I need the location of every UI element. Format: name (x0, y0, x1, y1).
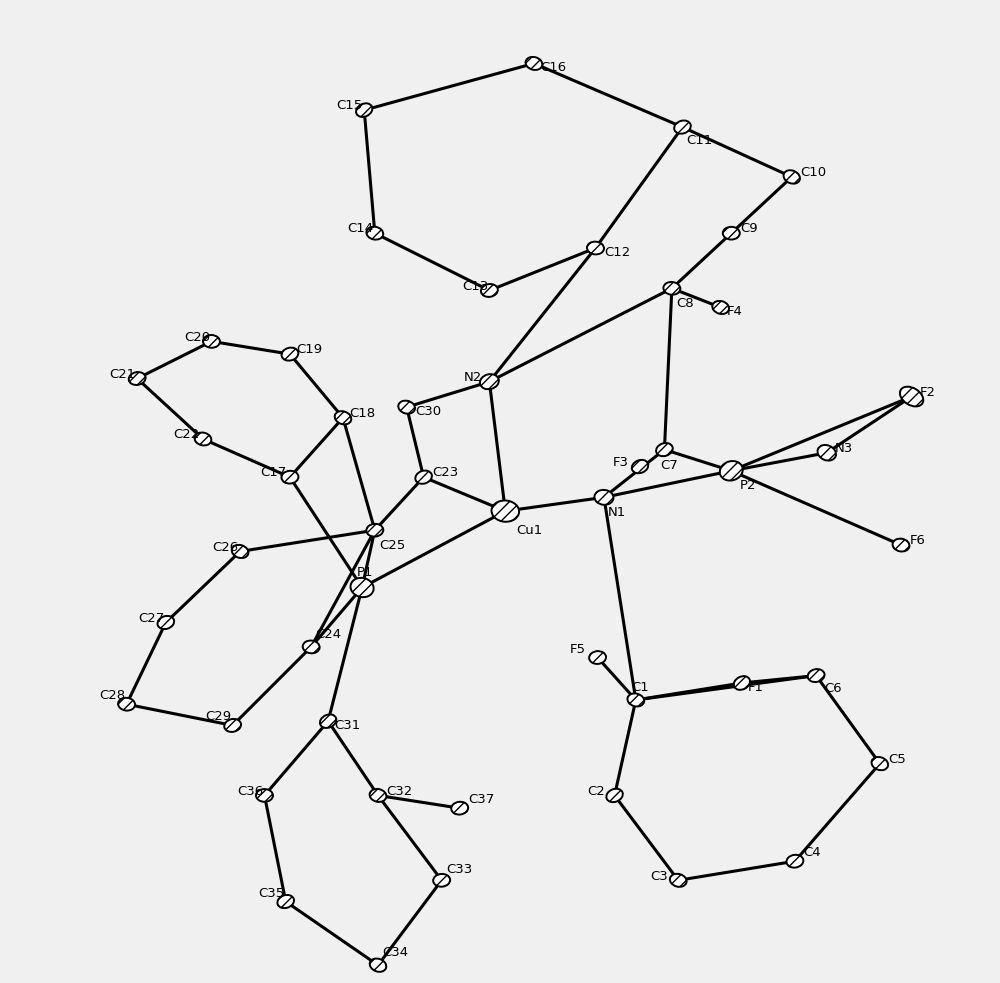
Text: C36: C36 (237, 784, 263, 797)
Text: C19: C19 (296, 343, 322, 357)
Text: C18: C18 (349, 407, 375, 420)
Text: F2: F2 (920, 385, 936, 399)
Ellipse shape (606, 788, 623, 802)
Text: C29: C29 (205, 711, 231, 723)
Text: C35: C35 (258, 887, 284, 899)
Ellipse shape (808, 669, 825, 682)
Text: C25: C25 (379, 539, 405, 551)
Text: P2: P2 (740, 479, 756, 492)
Text: C11: C11 (687, 135, 713, 147)
Ellipse shape (370, 958, 386, 972)
Text: C28: C28 (99, 689, 125, 702)
Text: F6: F6 (909, 535, 925, 548)
Ellipse shape (712, 301, 729, 314)
Ellipse shape (872, 757, 888, 771)
Ellipse shape (674, 121, 691, 134)
Ellipse shape (195, 433, 211, 445)
Ellipse shape (320, 715, 336, 728)
Text: C3: C3 (651, 870, 668, 883)
Ellipse shape (481, 284, 498, 297)
Text: C4: C4 (803, 846, 821, 859)
Ellipse shape (818, 445, 836, 461)
Text: C24: C24 (315, 628, 342, 641)
Text: C14: C14 (347, 222, 373, 236)
Ellipse shape (370, 789, 386, 802)
Ellipse shape (720, 461, 743, 481)
Ellipse shape (281, 471, 298, 484)
Text: C6: C6 (825, 682, 842, 695)
Ellipse shape (303, 641, 320, 654)
Ellipse shape (129, 373, 146, 385)
Text: C7: C7 (660, 459, 678, 472)
Ellipse shape (594, 490, 613, 505)
Ellipse shape (415, 471, 432, 484)
Ellipse shape (587, 242, 604, 255)
Ellipse shape (723, 227, 740, 240)
Ellipse shape (786, 855, 803, 868)
Text: C1: C1 (632, 681, 649, 694)
Text: C34: C34 (382, 946, 408, 959)
Text: F4: F4 (727, 305, 743, 318)
Ellipse shape (224, 719, 241, 732)
Ellipse shape (670, 874, 687, 887)
Text: C16: C16 (540, 61, 566, 74)
Text: C32: C32 (386, 784, 413, 797)
Text: C27: C27 (138, 611, 164, 625)
Ellipse shape (277, 895, 294, 908)
Text: C31: C31 (335, 719, 361, 732)
Ellipse shape (256, 789, 273, 802)
Text: C17: C17 (260, 467, 286, 480)
Ellipse shape (203, 335, 220, 348)
Text: Cu1: Cu1 (516, 524, 542, 537)
Text: C30: C30 (415, 405, 441, 418)
Text: C15: C15 (337, 99, 363, 112)
Text: C10: C10 (800, 166, 826, 179)
Ellipse shape (335, 411, 351, 425)
Ellipse shape (356, 103, 372, 117)
Text: C37: C37 (468, 793, 494, 806)
Text: C2: C2 (587, 784, 605, 797)
Ellipse shape (158, 616, 174, 629)
Ellipse shape (480, 375, 499, 389)
Ellipse shape (232, 545, 248, 558)
Ellipse shape (656, 443, 673, 456)
Ellipse shape (451, 802, 468, 815)
Ellipse shape (589, 651, 606, 664)
Ellipse shape (282, 348, 298, 361)
Text: C21: C21 (110, 368, 136, 380)
Ellipse shape (118, 698, 135, 711)
Text: C8: C8 (676, 297, 694, 310)
Ellipse shape (492, 500, 519, 522)
Text: P1: P1 (357, 566, 373, 579)
Ellipse shape (366, 524, 383, 537)
Text: N2: N2 (464, 371, 482, 384)
Ellipse shape (627, 693, 644, 707)
Text: F5: F5 (570, 643, 586, 656)
Text: C23: C23 (432, 467, 458, 480)
Text: C9: C9 (740, 222, 757, 236)
Ellipse shape (366, 227, 383, 240)
Ellipse shape (784, 170, 800, 184)
Text: C13: C13 (462, 280, 488, 293)
Text: C22: C22 (173, 429, 200, 441)
Text: C12: C12 (604, 246, 630, 259)
Text: N3: N3 (835, 442, 853, 455)
Text: F1: F1 (748, 681, 764, 694)
Text: C33: C33 (446, 863, 472, 876)
Ellipse shape (351, 578, 374, 598)
Text: F3: F3 (612, 456, 628, 469)
Ellipse shape (632, 460, 648, 473)
Ellipse shape (663, 282, 680, 295)
Text: C20: C20 (184, 330, 210, 344)
Ellipse shape (433, 874, 450, 887)
Text: C26: C26 (213, 541, 239, 553)
Ellipse shape (900, 386, 923, 406)
Text: N1: N1 (608, 505, 626, 519)
Ellipse shape (893, 539, 909, 551)
Ellipse shape (526, 57, 542, 70)
Ellipse shape (398, 401, 415, 414)
Text: C5: C5 (888, 753, 906, 766)
Ellipse shape (734, 676, 750, 690)
